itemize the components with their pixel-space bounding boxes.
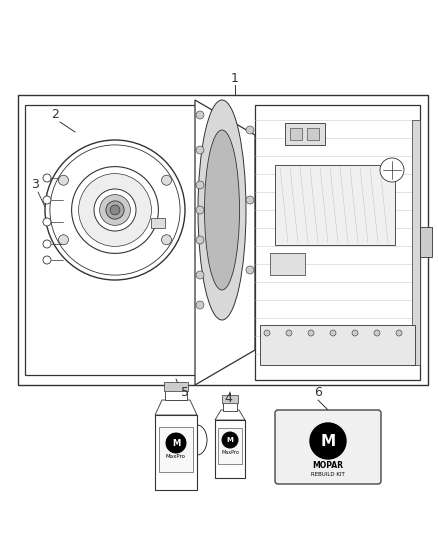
Text: MaxPro: MaxPro — [221, 450, 239, 456]
Circle shape — [162, 235, 172, 245]
Circle shape — [43, 218, 51, 226]
Polygon shape — [155, 400, 197, 415]
Text: 4: 4 — [224, 392, 232, 405]
Circle shape — [264, 330, 270, 336]
Polygon shape — [215, 410, 245, 420]
Bar — [285, 123, 325, 145]
Circle shape — [43, 240, 51, 248]
Circle shape — [196, 146, 204, 154]
Bar — [307, 128, 319, 140]
Circle shape — [246, 196, 254, 204]
Circle shape — [196, 301, 204, 309]
Text: REBUILD KIT: REBUILD KIT — [311, 472, 345, 478]
Circle shape — [310, 423, 346, 459]
Text: M: M — [321, 433, 336, 448]
Bar — [25, 105, 200, 375]
Bar — [270, 253, 305, 275]
Bar — [18, 95, 428, 385]
Circle shape — [196, 181, 204, 189]
Bar — [290, 128, 302, 140]
Bar — [255, 105, 420, 380]
Circle shape — [380, 158, 404, 182]
Circle shape — [286, 330, 292, 336]
Circle shape — [374, 330, 380, 336]
Circle shape — [43, 196, 51, 204]
Circle shape — [222, 432, 238, 448]
Bar — [420, 227, 432, 257]
Circle shape — [71, 167, 159, 253]
Text: MOPAR: MOPAR — [312, 461, 343, 470]
Bar — [260, 325, 415, 365]
Circle shape — [78, 174, 152, 246]
Text: M: M — [226, 437, 233, 443]
Bar — [218, 428, 242, 464]
Bar — [223, 402, 237, 411]
Circle shape — [110, 205, 120, 215]
Text: 6: 6 — [314, 386, 322, 400]
Text: MaxPro: MaxPro — [166, 455, 186, 459]
Bar — [159, 427, 193, 472]
Text: 3: 3 — [31, 179, 39, 191]
Circle shape — [196, 271, 204, 279]
Circle shape — [246, 126, 254, 134]
Bar — [215, 420, 245, 478]
Circle shape — [308, 330, 314, 336]
Circle shape — [58, 175, 68, 185]
Bar — [165, 390, 187, 400]
Circle shape — [162, 175, 172, 185]
Circle shape — [196, 206, 204, 214]
Circle shape — [94, 189, 136, 231]
Circle shape — [43, 256, 51, 264]
FancyBboxPatch shape — [275, 410, 381, 484]
Circle shape — [166, 433, 186, 453]
Text: 2: 2 — [51, 109, 59, 122]
Circle shape — [396, 330, 402, 336]
Bar — [222, 395, 238, 403]
Circle shape — [43, 174, 51, 182]
Polygon shape — [195, 100, 255, 385]
Text: 5: 5 — [181, 386, 189, 400]
Circle shape — [196, 111, 204, 119]
Circle shape — [246, 266, 254, 274]
Text: M: M — [172, 439, 180, 448]
Ellipse shape — [205, 130, 240, 290]
Circle shape — [352, 330, 358, 336]
Circle shape — [58, 235, 68, 245]
Circle shape — [330, 330, 336, 336]
Bar — [412, 120, 420, 365]
Bar — [151, 217, 165, 228]
Circle shape — [106, 201, 124, 219]
Circle shape — [45, 140, 185, 280]
Circle shape — [99, 195, 131, 225]
Text: 1: 1 — [231, 71, 239, 85]
Bar — [155, 415, 197, 490]
Bar — [275, 165, 395, 245]
Circle shape — [196, 236, 204, 244]
Ellipse shape — [198, 100, 246, 320]
Bar — [164, 382, 188, 391]
